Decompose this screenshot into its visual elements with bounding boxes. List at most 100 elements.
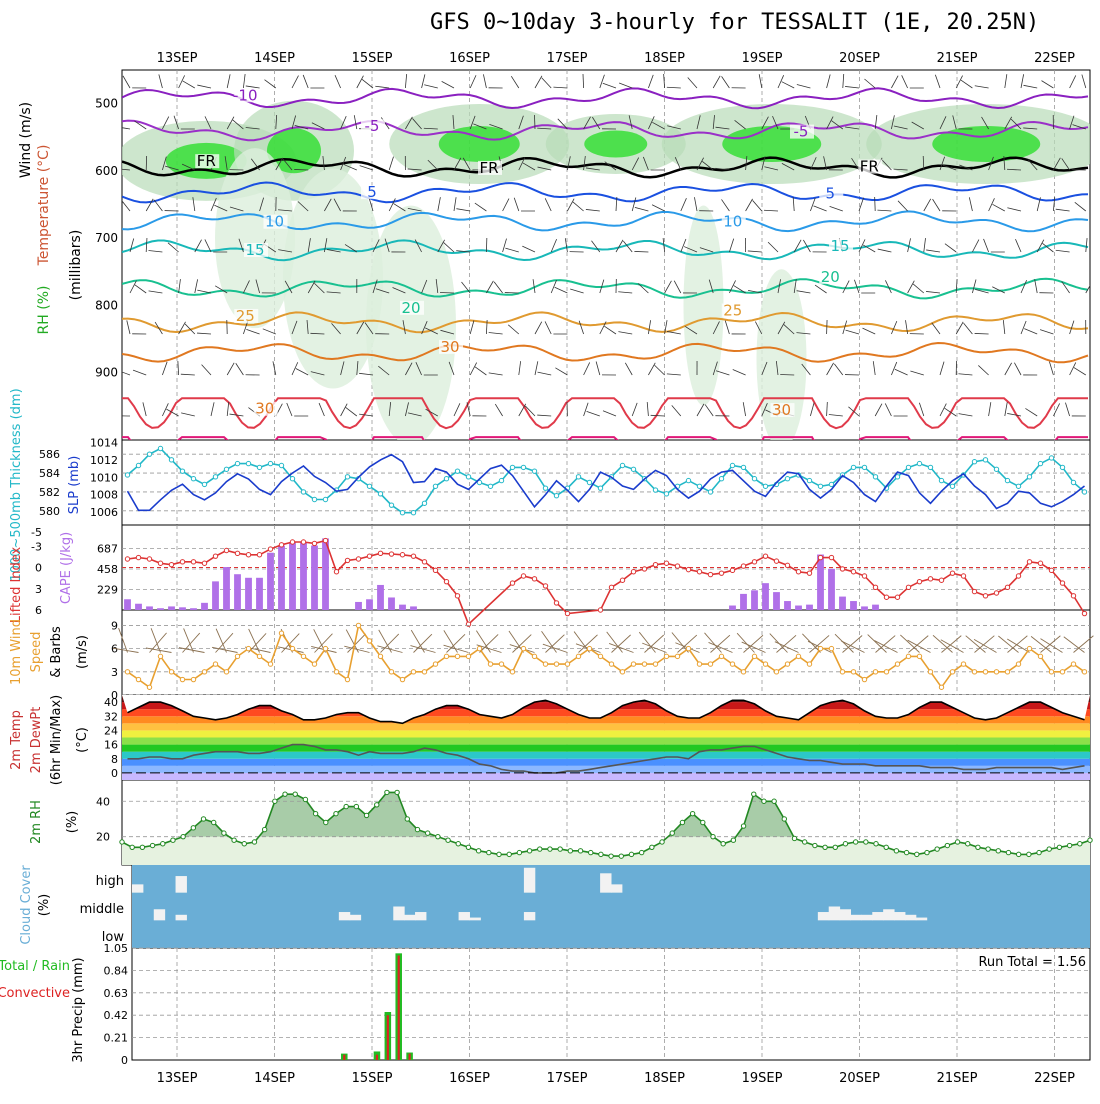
precip-tick: 0.84	[104, 964, 129, 977]
cape-tick: 458	[97, 563, 118, 576]
cape-bar	[817, 555, 824, 610]
wind-barb	[848, 407, 859, 416]
wind-barb	[121, 200, 130, 211]
cape-bar	[729, 606, 736, 610]
contour-label: 10	[265, 213, 284, 231]
wind-barb	[179, 279, 181, 293]
day-label-bottom: 13SEP	[157, 1071, 198, 1086]
cloud-bar-middle	[339, 912, 350, 920]
precip-convective-bar	[398, 955, 400, 1060]
rh-line-point	[578, 849, 582, 853]
contour-label: 15	[245, 241, 264, 259]
thickness-line-point	[587, 480, 591, 484]
thickness-line-point	[1060, 465, 1064, 469]
wind-barb	[600, 75, 605, 88]
wind-barb	[908, 281, 915, 293]
rh-line-point	[242, 842, 246, 846]
wind-speed-line-point	[642, 662, 646, 666]
thickness-line-point	[422, 501, 426, 505]
rh-line-point	[711, 834, 715, 838]
rh-axis-label: RH (%)	[36, 286, 52, 335]
lifted-index-line-point	[862, 574, 866, 578]
wind-barb	[1021, 74, 1024, 88]
wind-barb	[863, 328, 876, 334]
wind-speed-line-point	[125, 670, 129, 674]
surface-wind-barb	[868, 635, 887, 653]
lifted-index-line-point	[345, 558, 349, 562]
cape-bar	[234, 574, 241, 610]
wind-barb	[489, 333, 503, 334]
lifted-index-line-point	[719, 571, 723, 575]
wind-barb	[470, 363, 476, 375]
wind-barb	[935, 75, 940, 88]
cape-bar	[300, 542, 307, 610]
wind-speed-line-point	[829, 646, 833, 650]
lifted-index-line-point	[235, 551, 239, 555]
cape-bar	[168, 606, 175, 610]
wind-barb	[664, 74, 665, 88]
rh-tick: 20	[96, 831, 110, 844]
rh-line-point	[874, 842, 878, 846]
wind-barb	[959, 414, 973, 416]
contour-label: FR	[479, 159, 498, 177]
wind-speed-line-point	[444, 654, 448, 658]
wind-barb	[360, 166, 373, 170]
wind-barb	[1005, 402, 1007, 416]
cape-bar	[740, 594, 747, 610]
cloud-bar-middle	[883, 909, 894, 920]
wind-barb	[159, 74, 163, 88]
contour-label: FR	[860, 158, 879, 176]
thickness-line-point	[752, 477, 756, 481]
wind-barb	[733, 369, 746, 375]
wind-barb	[1035, 279, 1038, 293]
rh-line-point	[354, 804, 358, 808]
wind-barb	[713, 76, 720, 88]
surface-wind-barb	[737, 633, 754, 652]
wind-barb	[814, 206, 827, 211]
lifted-index-line-point	[510, 581, 514, 585]
wind-barb	[843, 281, 849, 293]
wind-speed-line-point	[279, 631, 283, 635]
rh-line-point	[232, 838, 236, 842]
wind-barb	[827, 74, 831, 88]
thickness-line-point	[191, 477, 195, 481]
precip-convective-bar	[376, 1055, 378, 1060]
cloud-bar-high	[176, 876, 187, 893]
thickness-tick: 586	[39, 448, 60, 461]
precip-convective-bar	[409, 1054, 411, 1060]
contour-label: 30	[440, 338, 459, 356]
wind-speed-line-point	[906, 654, 910, 658]
cape-bar	[190, 608, 197, 610]
cloud-bar-middle	[393, 907, 404, 921]
wind-barb	[389, 157, 393, 170]
cape-bar	[839, 597, 846, 610]
wind-barb	[197, 85, 211, 88]
precip-convective-bar	[387, 1015, 389, 1060]
thickness-line-point	[950, 484, 954, 488]
wind-barb	[1070, 75, 1076, 88]
slp-tick: 1012	[90, 454, 118, 467]
wind-barb	[545, 321, 551, 334]
rh-line-point	[466, 845, 470, 849]
rh-line-point	[446, 838, 450, 842]
wind-speed-line-point	[169, 670, 173, 674]
thickness-line-point	[664, 492, 668, 496]
wind-speed-line-point	[686, 646, 690, 650]
day-label-bottom: 17SEP	[547, 1071, 588, 1086]
contour-label: -5	[365, 117, 380, 135]
wind-barb	[1074, 368, 1086, 375]
wind-speed-line-point	[191, 677, 195, 681]
wind-barb	[181, 413, 195, 416]
lifted-index-line-point	[785, 563, 789, 567]
lifted-tick: 3	[35, 583, 42, 596]
thickness-line-point	[818, 484, 822, 488]
wind-barb	[1086, 238, 1087, 252]
thickness-line-point	[906, 465, 910, 469]
cape-bar	[850, 601, 857, 610]
lifted-index-line-point	[642, 567, 646, 571]
thickness-line-point	[917, 461, 921, 465]
wind-barb	[405, 74, 406, 88]
wind-barb	[579, 321, 583, 334]
lifted-index-line-point	[807, 571, 811, 575]
wind-speed-line-point	[323, 646, 327, 650]
